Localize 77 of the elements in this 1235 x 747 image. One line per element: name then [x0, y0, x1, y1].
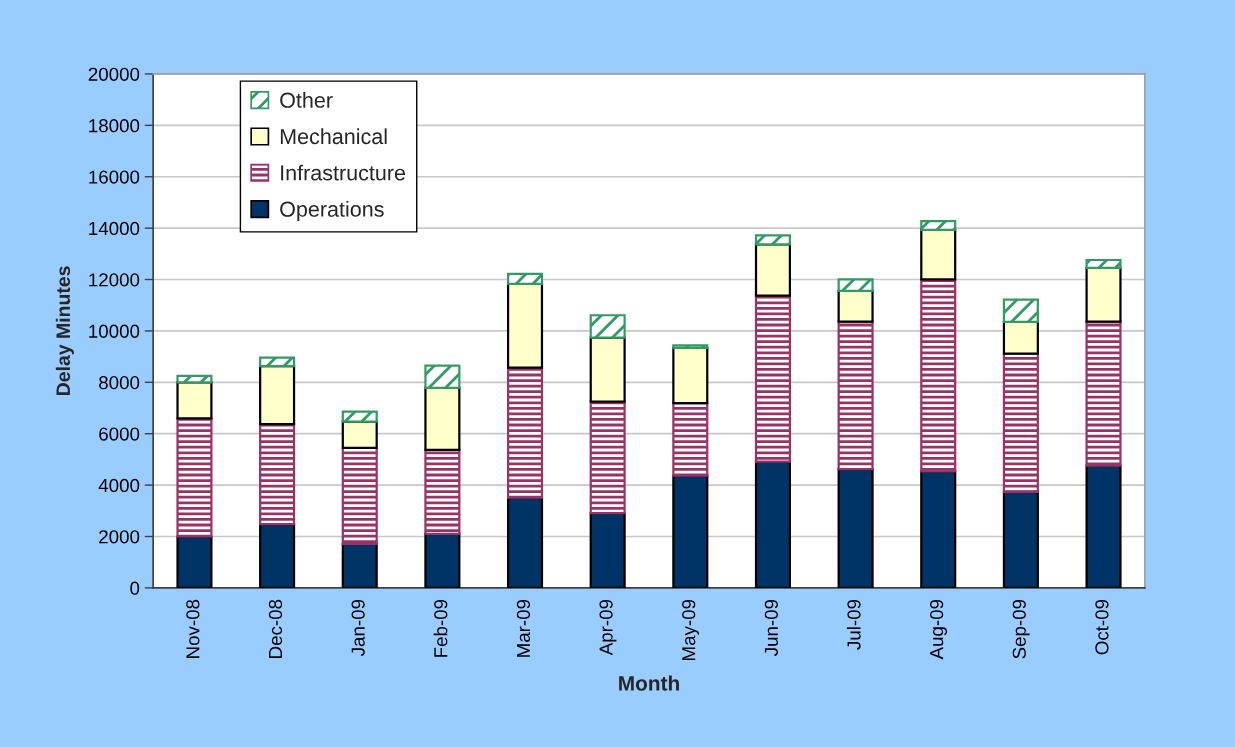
bar: [259, 356, 296, 368]
bar: [176, 535, 213, 588]
bar: [837, 278, 874, 292]
bar: [920, 278, 957, 473]
x-tick-label: Nov-08: [186, 599, 200, 658]
bar: [754, 460, 792, 588]
y-tick-label: 0: [130, 581, 140, 595]
x-tick-label: Oct-09: [1095, 599, 1109, 655]
y-tick-label: 2000: [99, 530, 140, 544]
x-tick-label: Jan-09: [351, 599, 365, 657]
bar: [1002, 298, 1039, 324]
bar: [672, 474, 709, 588]
bar: [837, 320, 874, 471]
x-tick-label: Feb-09: [433, 599, 448, 657]
legend-label: Other: [280, 92, 333, 108]
bar: [424, 448, 461, 536]
bar: [589, 512, 626, 588]
bar: [1085, 464, 1122, 588]
bar: [341, 410, 378, 423]
x-tick-label: Sep-09: [1012, 599, 1030, 659]
y-tick-label: 8000: [99, 376, 140, 390]
legend-label: Mechanical: [280, 128, 387, 145]
y-axis-title: Delay Minutes: [55, 266, 74, 395]
bar: [920, 228, 957, 281]
bar: [176, 417, 213, 538]
x-tick-label: Mar-09: [516, 599, 531, 657]
bar: [672, 402, 709, 477]
bar: [754, 243, 792, 297]
bar: [176, 381, 213, 420]
bar: [920, 220, 957, 232]
bar: [589, 336, 626, 403]
y-tick-label: 20000: [88, 67, 140, 81]
y-tick-label: 18000: [89, 119, 140, 133]
bar: [1085, 320, 1122, 467]
bar: [1002, 490, 1039, 588]
bar: [341, 446, 378, 546]
y-tick-label: 14000: [89, 221, 140, 236]
x-tick-label: Dec-08: [268, 599, 283, 658]
bar: [424, 532, 461, 588]
x-axis-title: Month: [619, 675, 679, 691]
bar: [341, 420, 378, 449]
bar: [920, 470, 957, 588]
bar: [1085, 258, 1122, 270]
bar: [424, 386, 461, 452]
bar: [837, 289, 874, 323]
bar: [506, 272, 544, 286]
bar: [1002, 352, 1039, 493]
bar: [259, 523, 296, 588]
bar: [837, 468, 874, 588]
x-tick-label: Jun-09: [764, 599, 778, 657]
bar: [506, 282, 544, 369]
y-tick-label: 6000: [99, 427, 140, 441]
x-tick-label: Jul-09: [846, 599, 861, 650]
bar: [424, 364, 461, 390]
bar: [506, 496, 544, 588]
legend-label: Operations: [280, 201, 384, 222]
bar: [754, 234, 792, 246]
bar: [672, 346, 709, 405]
bar: [1085, 266, 1122, 323]
bar: [341, 542, 378, 588]
y-tick-label: 10000: [89, 324, 140, 338]
x-tick-label: May-09: [682, 599, 700, 660]
bar: [176, 374, 213, 384]
bar: [754, 294, 792, 463]
y-tick-label: 4000: [98, 478, 140, 493]
x-tick-label: Apr-09: [599, 599, 617, 656]
bar: [506, 366, 544, 499]
x-tick-label: Aug-09: [930, 599, 947, 660]
bar: [1002, 320, 1039, 355]
bar: [589, 400, 626, 515]
y-tick-label: 12000: [89, 273, 140, 287]
y-tick-label: 16000: [89, 170, 140, 184]
bar: [589, 314, 626, 339]
bar: [672, 344, 709, 349]
bar: [259, 423, 296, 526]
bar: [259, 365, 296, 426]
legend-label: Infrastructure: [281, 164, 406, 181]
